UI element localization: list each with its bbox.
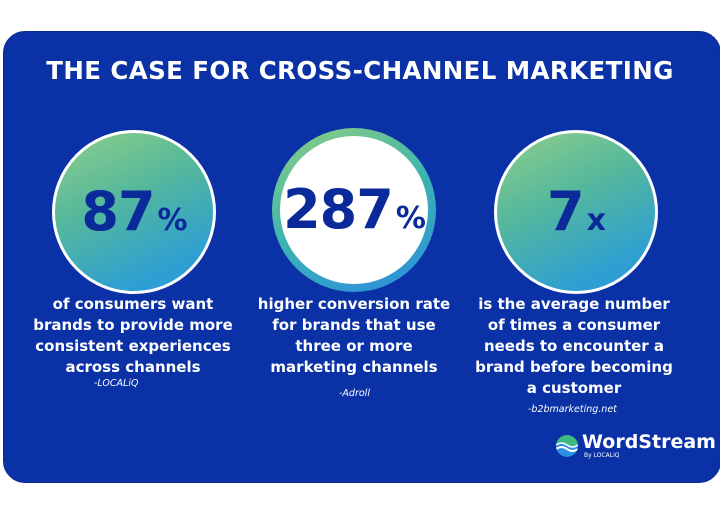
stat-unit: % [157, 203, 188, 238]
stat-value: 287 [283, 178, 394, 241]
stat-source-3: -b2bmarketing.net [528, 404, 617, 415]
stat-circle-3: 7 x [494, 130, 658, 294]
stat-source-2: -Adroll [339, 388, 370, 399]
stat-value: 7 [547, 180, 585, 243]
page-title: THE CASE FOR CROSS-CHANNEL MARKETING [46, 56, 674, 85]
stat-circle-1: 87 % [52, 130, 216, 294]
stat-source-1: -LOCALiQ [94, 378, 139, 389]
stat-description-1: of consumers want brands to provide more… [33, 295, 233, 376]
stat-unit: x [586, 203, 606, 238]
logo-name: WordStream [582, 431, 716, 453]
stat-description-3: is the average number of times a consume… [475, 295, 673, 397]
stat-unit: % [395, 201, 426, 236]
stat-circle-2: 287 % [280, 136, 428, 284]
stat-value: 87 [81, 180, 155, 243]
stat-description-2: higher conversion rate for brands that u… [257, 295, 451, 376]
wordstream-wave-icon [556, 435, 578, 457]
logo-sub: By LOCALiQ [584, 452, 620, 459]
wordstream-logo: WordStream By LOCALiQ [556, 433, 716, 459]
